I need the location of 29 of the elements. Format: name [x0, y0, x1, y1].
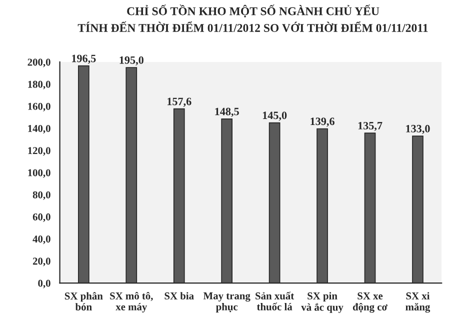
x-tick-label: SX xe động cơ: [352, 292, 388, 313]
x-tick-label: Sản xuất thuốc lá: [256, 292, 294, 310]
y-tick-label: 40,0: [32, 236, 50, 244]
x-tick-label: SX bia: [164, 292, 194, 300]
y-tick-label: 80,0: [32, 191, 50, 200]
x-tick-label: SX mô tô, xe máy: [110, 292, 153, 312]
y-tick-label: 20,0: [32, 258, 50, 266]
data-label: 135,7: [358, 122, 382, 132]
x-tick-label: SX pin và ắc quy: [301, 292, 344, 313]
data-label: 148,5: [215, 108, 239, 117]
y-tick-label: 140,0: [28, 124, 50, 134]
x-tick-label: SX phân bón: [64, 292, 103, 310]
data-label: 196,5: [72, 54, 96, 64]
data-label: 195,0: [120, 56, 144, 66]
y-tick-label: 0,0: [38, 280, 50, 288]
chart-title: CHỈ SỐ TỒN KHO MỘT SỐ NGÀNH CHỦ YẾU: [127, 4, 380, 18]
y-tick-label: 180,0: [28, 80, 50, 90]
y-tick-label: 160,0: [28, 102, 50, 112]
x-tick-label: May trang phục: [203, 292, 250, 312]
x-tick-label: SX xi măng: [406, 292, 430, 313]
chart-subtitle: TÍNH ĐẾN THỜI ĐIỂM 01/11/2012 SO VỚI THỜI ĐIỂM 01/11/2011: [78, 21, 428, 32]
data-label: 133,0: [406, 124, 430, 134]
data-label: 139,6: [310, 118, 334, 127]
data-label: 157,6: [168, 98, 192, 107]
y-tick-label: 200,0: [28, 58, 50, 68]
y-tick-label: 100,0: [28, 169, 50, 178]
data-label: 145,0: [262, 112, 287, 121]
y-tick-label: 60,0: [32, 213, 50, 222]
y-tick-label: 120,0: [28, 147, 50, 156]
